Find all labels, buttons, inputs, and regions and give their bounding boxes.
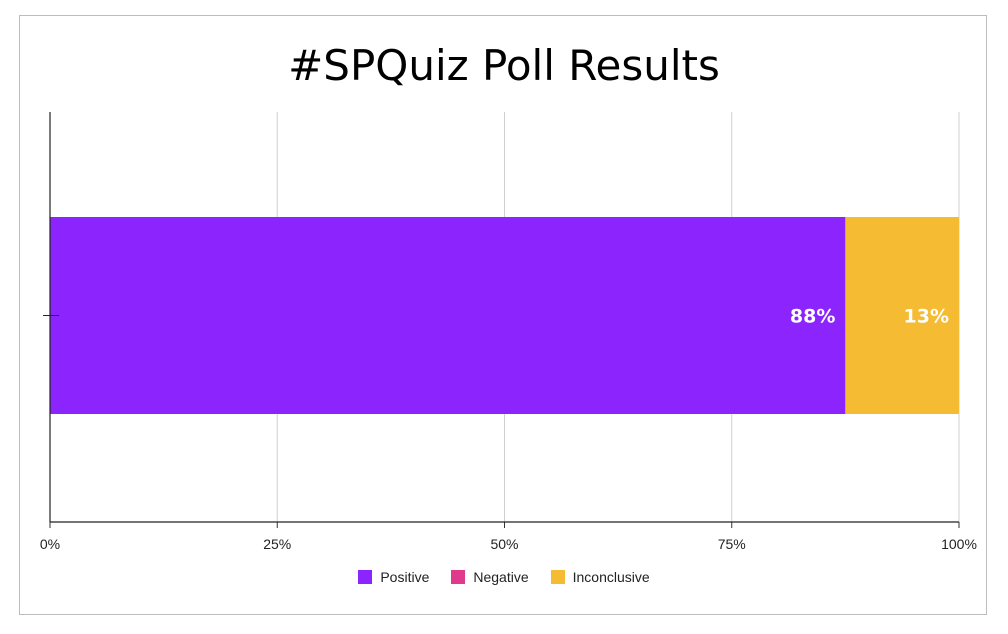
legend-label-positive: Positive bbox=[380, 569, 430, 585]
legend-swatch-negative bbox=[451, 570, 466, 584]
legend-swatch-inconclusive bbox=[550, 570, 565, 584]
data-label-inconclusive: 13% bbox=[904, 306, 949, 328]
legend-swatch-positive bbox=[358, 570, 373, 584]
bars bbox=[50, 217, 959, 414]
x-tick-label-3: 75% bbox=[718, 536, 746, 552]
data-labels: 88% 13% bbox=[790, 306, 949, 328]
axes: 0% 25% 50% 75% 100% bbox=[40, 112, 977, 552]
x-tick-label-1: 25% bbox=[263, 536, 291, 552]
legend-item-negative: Negative bbox=[451, 569, 529, 585]
legend: Positive Negative Inconclusive bbox=[0, 569, 1008, 585]
legend-label-inconclusive: Inconclusive bbox=[572, 569, 650, 585]
legend-item-inconclusive: Inconclusive bbox=[550, 569, 650, 585]
chart-title: #SPQuiz Poll Results bbox=[288, 41, 720, 90]
x-tick-label-0: 0% bbox=[40, 536, 60, 552]
bar-positive bbox=[50, 217, 846, 414]
data-label-positive: 88% bbox=[790, 306, 835, 328]
legend-label-negative: Negative bbox=[473, 569, 529, 585]
x-tick-label-4: 100% bbox=[941, 536, 977, 552]
bar-inconclusive bbox=[845, 217, 959, 414]
legend-item-positive: Positive bbox=[358, 569, 429, 585]
x-tick-label-2: 50% bbox=[490, 536, 518, 552]
